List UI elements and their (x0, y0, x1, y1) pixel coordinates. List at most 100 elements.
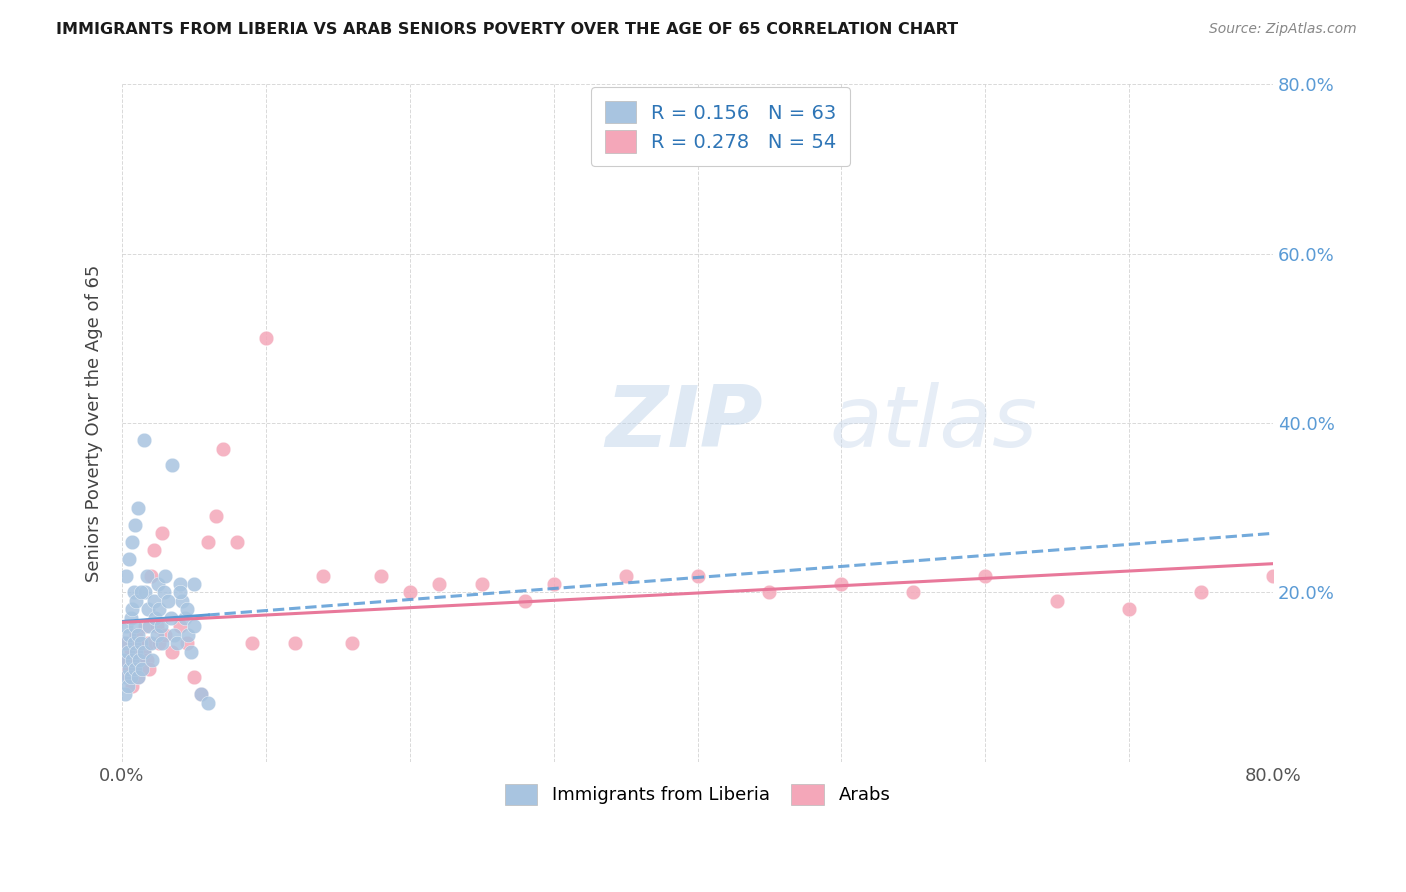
Point (183, 619, 205, 633)
Point (166, 636, 188, 650)
Point (686, 568, 709, 582)
Point (398, 585, 420, 599)
Point (117, 653, 139, 667)
Point (120, 645, 142, 659)
Point (118, 551, 141, 566)
Legend: Immigrants from Liberia, Arabs: Immigrants from Liberia, Arabs (496, 775, 900, 814)
Point (172, 594, 194, 608)
Point (125, 594, 148, 608)
Point (145, 628, 167, 642)
Point (139, 636, 162, 650)
Point (190, 687, 212, 701)
Point (115, 568, 138, 582)
Point (129, 636, 152, 650)
Point (312, 568, 335, 582)
Point (127, 500, 149, 515)
Point (226, 534, 249, 549)
Point (117, 679, 139, 693)
Point (176, 636, 198, 650)
Point (124, 619, 146, 633)
Point (121, 534, 143, 549)
Point (132, 433, 155, 447)
Point (128, 653, 150, 667)
Point (125, 628, 148, 642)
Point (162, 645, 184, 659)
Point (169, 585, 191, 599)
Point (149, 619, 172, 633)
Point (131, 662, 153, 676)
Point (135, 653, 157, 667)
Text: Source: ZipAtlas.com: Source: ZipAtlas.com (1209, 22, 1357, 37)
Point (142, 594, 165, 608)
Point (974, 568, 997, 582)
Point (1046, 594, 1069, 608)
Point (180, 645, 202, 659)
Point (150, 526, 173, 541)
Point (132, 645, 155, 659)
Point (124, 517, 146, 532)
Point (141, 653, 163, 667)
Point (120, 611, 142, 625)
Point (121, 679, 143, 693)
Point (190, 687, 212, 701)
Point (115, 662, 138, 676)
Point (132, 645, 155, 659)
Point (134, 619, 156, 633)
Point (128, 653, 150, 667)
Point (148, 636, 170, 650)
Text: atlas: atlas (830, 382, 1038, 465)
Point (122, 585, 145, 599)
Point (155, 568, 177, 582)
Point (143, 611, 166, 625)
Point (155, 628, 177, 642)
Point (117, 645, 139, 659)
Point (197, 534, 219, 549)
Point (758, 585, 780, 599)
Point (370, 568, 392, 582)
Point (121, 602, 143, 616)
Point (138, 619, 160, 633)
Point (124, 662, 146, 676)
Point (139, 568, 162, 582)
Point (614, 568, 637, 582)
Point (114, 687, 136, 701)
Point (169, 619, 191, 633)
Point (138, 662, 160, 676)
Point (122, 636, 145, 650)
Point (148, 602, 170, 616)
Point (115, 670, 138, 684)
Point (157, 594, 180, 608)
Point (131, 662, 153, 676)
Point (160, 611, 183, 625)
Point (1261, 568, 1284, 582)
Point (129, 636, 152, 650)
Point (183, 577, 205, 591)
Point (134, 585, 156, 599)
Point (513, 594, 536, 608)
Point (125, 645, 148, 659)
Point (240, 636, 263, 650)
Point (150, 636, 173, 650)
Point (114, 636, 136, 650)
Point (112, 653, 135, 667)
Point (146, 577, 169, 591)
Point (162, 458, 184, 473)
Point (183, 670, 205, 684)
Point (142, 543, 165, 558)
Point (830, 577, 852, 591)
Point (152, 585, 174, 599)
Text: ZIP: ZIP (606, 382, 763, 465)
Point (118, 662, 141, 676)
Point (543, 577, 565, 591)
Point (120, 670, 142, 684)
Point (135, 568, 157, 582)
Point (174, 611, 197, 625)
Point (118, 670, 141, 684)
Point (115, 619, 138, 633)
Point (1189, 585, 1212, 599)
Y-axis label: Seniors Poverty Over the Age of 65: Seniors Poverty Over the Age of 65 (86, 264, 103, 582)
Point (163, 628, 186, 642)
Point (176, 602, 198, 616)
Point (204, 509, 226, 524)
Point (211, 442, 233, 456)
